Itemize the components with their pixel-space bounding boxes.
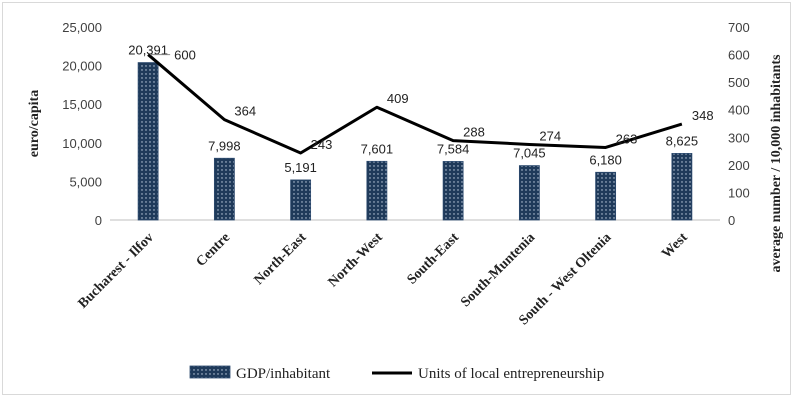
line-data-label: 409 xyxy=(387,91,409,106)
bar xyxy=(671,153,693,221)
y-tick-label: 25,000 xyxy=(62,20,102,35)
line-data-label: 243 xyxy=(311,137,333,152)
bar-data-label: 7,045 xyxy=(513,146,546,161)
bar-data-label: 7,998 xyxy=(208,138,241,153)
line-data-label: 274 xyxy=(539,128,561,143)
y2-tick-label: 100 xyxy=(728,185,750,200)
bar-data-label: 6,180 xyxy=(589,152,622,167)
bar-data-label: 20,391 xyxy=(128,43,168,58)
y-tick-label: 5,000 xyxy=(69,174,102,189)
bar xyxy=(137,62,159,221)
category-label: Bucharest - Ilfov xyxy=(76,230,157,311)
line-data-labels: 600 364 243 409 288 274 263 348 xyxy=(150,48,714,152)
line-data-label: 364 xyxy=(234,104,256,119)
y2-tick-label: 400 xyxy=(728,103,750,118)
bar-data-label: 7,601 xyxy=(361,141,394,156)
bar xyxy=(518,165,540,221)
bar-data-label: 8,625 xyxy=(666,133,699,148)
category-label: West xyxy=(659,230,691,262)
bar xyxy=(442,161,464,221)
category-label: North-West xyxy=(326,230,386,290)
legend: GDP/inhabitant Units of local entrepreneu… xyxy=(189,365,604,382)
y-axis-title: euro/capita xyxy=(27,90,42,157)
line-data-label: 263 xyxy=(616,131,638,146)
bar xyxy=(290,179,312,221)
bar xyxy=(595,171,617,221)
category-label: North-East xyxy=(252,230,310,288)
bar xyxy=(366,160,388,221)
y2-tick-label: 600 xyxy=(728,48,750,63)
y2-axis-title: average number / 10,000 inhabitants xyxy=(769,54,784,272)
y2-tick-label: 500 xyxy=(728,75,750,90)
bar xyxy=(213,157,235,221)
bar-series xyxy=(137,62,693,221)
right-axis-ticks: 0 100 200 300 400 500 600 700 xyxy=(728,20,750,228)
x-axis-categories: Bucharest - Ilfov Centre North-East North-W… xyxy=(76,230,691,328)
y-tick-label: 10,000 xyxy=(62,136,102,151)
left-axis-ticks: 0 5,000 10,000 15,000 20,000 25,000 xyxy=(62,20,102,228)
chart-frame xyxy=(2,2,791,395)
y-tick-label: 15,000 xyxy=(62,97,102,112)
line-path xyxy=(147,53,683,155)
line-series xyxy=(147,53,683,155)
bar-data-label: 5,191 xyxy=(284,160,317,175)
legend-label: GDP/inhabitant xyxy=(236,366,331,382)
y2-tick-label: 200 xyxy=(728,158,750,173)
y2-tick-label: 0 xyxy=(728,213,735,228)
category-label: Centre xyxy=(194,230,234,270)
bar-data-label: 7,584 xyxy=(437,141,470,156)
line-data-label: 348 xyxy=(692,108,714,123)
y2-tick-label: 300 xyxy=(728,130,750,145)
category-label: South-Muntenia xyxy=(458,230,538,310)
y2-tick-label: 700 xyxy=(728,20,750,35)
legend-swatch-bar xyxy=(189,365,231,379)
line-data-label: 288 xyxy=(463,125,485,140)
y-tick-label: 0 xyxy=(95,213,102,228)
y-tick-label: 20,000 xyxy=(62,59,102,74)
line-data-label: 600 xyxy=(174,48,196,63)
bar-data-labels: 20,391 7,998 5,191 7,601 7,584 7,045 6,180 8,62… xyxy=(128,43,698,175)
legend-label: Units of local entrepreneurship xyxy=(418,366,604,382)
category-label: South-East xyxy=(405,230,463,288)
